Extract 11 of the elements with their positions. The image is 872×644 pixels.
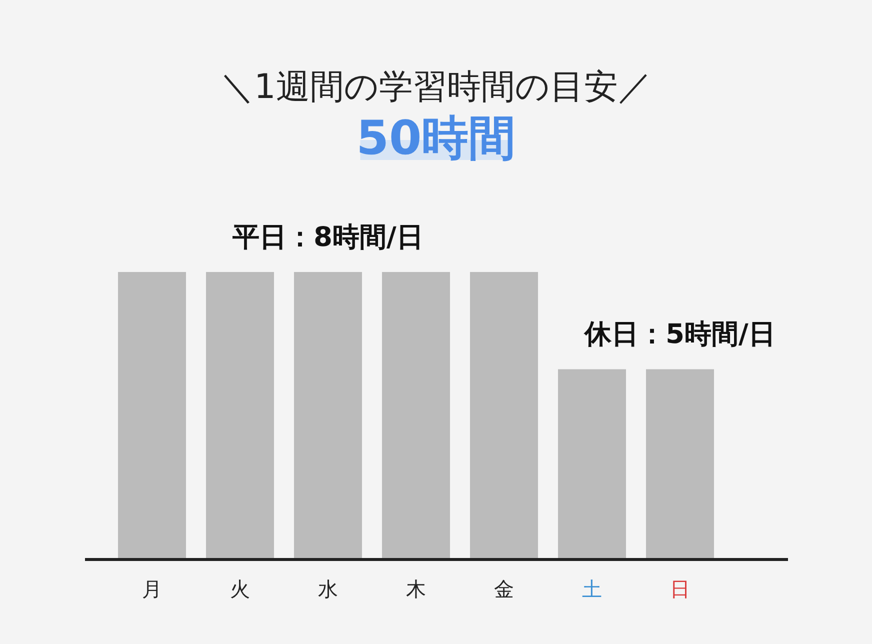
annotation: 休日：5時間/日 (584, 319, 776, 350)
x-tick-label: 金 (494, 577, 514, 601)
chart-subtitle: 50時間 (356, 111, 516, 166)
x-tick-label: 木 (406, 577, 426, 601)
annotation: 平日：8時間/日 (232, 222, 424, 253)
x-tick-label: 日 (670, 577, 690, 601)
x-tick-label: 土 (582, 577, 602, 601)
chart-title: ＼1週間の学習時間の目安／ (220, 67, 652, 107)
x-tick-label: 月 (142, 577, 162, 601)
x-tick-label: 水 (318, 577, 338, 601)
x-tick-label: 火 (230, 577, 250, 601)
